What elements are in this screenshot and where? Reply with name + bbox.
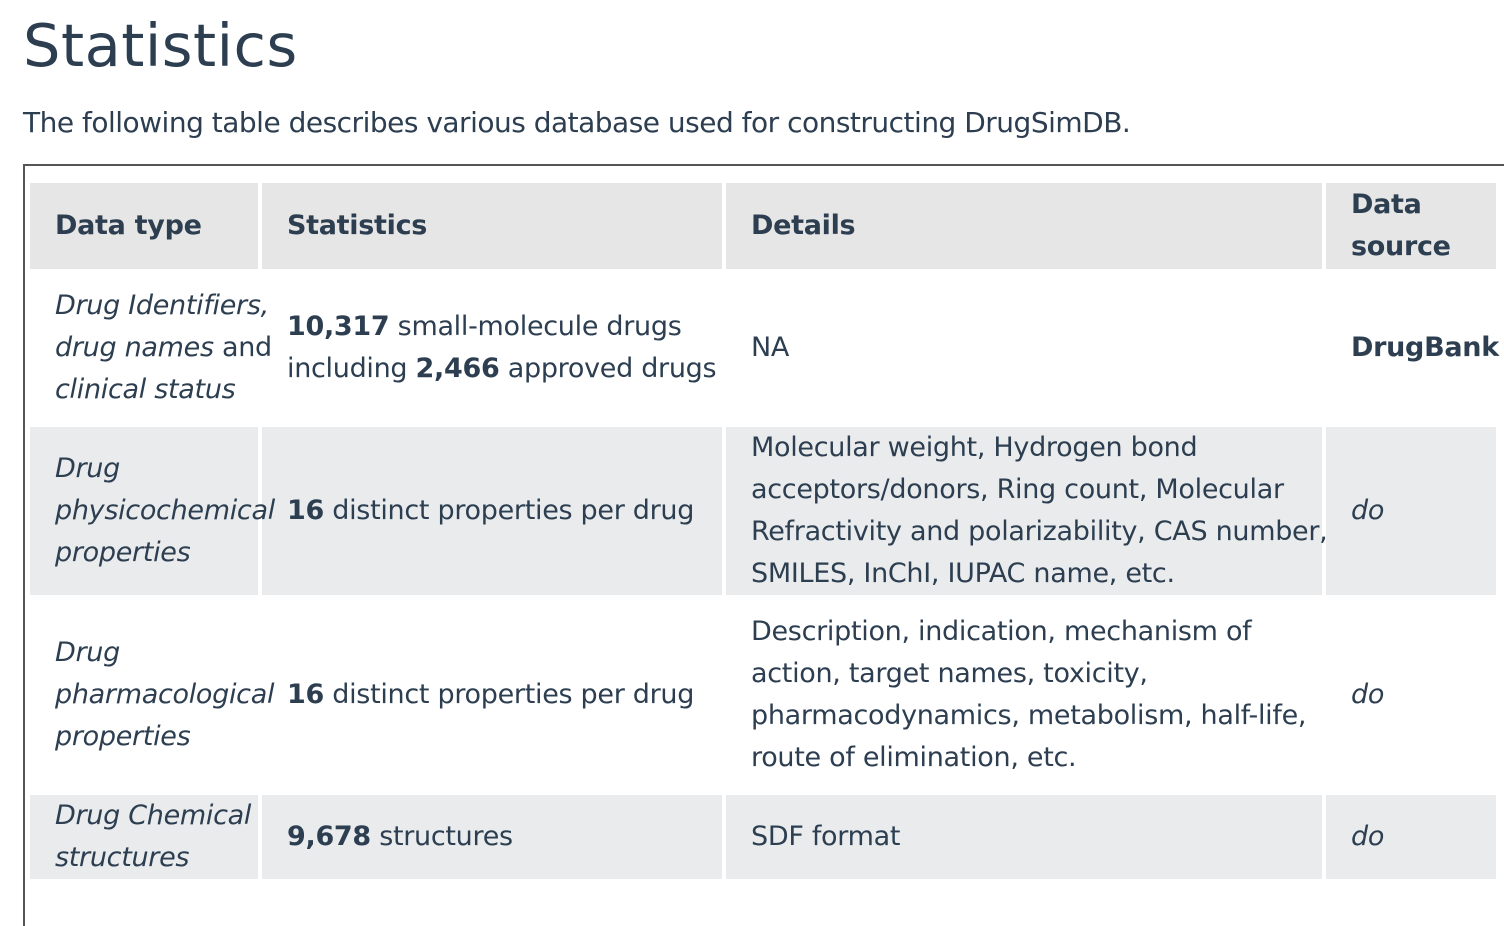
header-data-type: Data type	[30, 179, 258, 269]
table-row: Drug Chemical structures 9,678 structure…	[30, 795, 1496, 879]
cell-details: Description, indication, mechanism of ac…	[726, 595, 1322, 795]
table-row: Drug physicochemical properties 16 disti…	[30, 427, 1496, 595]
header-statistics: Statistics	[262, 179, 722, 269]
cell-details: NA	[726, 269, 1322, 427]
cell-details: Molecular weight, Hydrogen bond acceptor…	[726, 427, 1328, 595]
cell-data-type: Drug Chemical structures	[30, 795, 258, 879]
cell-data-source: do	[1326, 595, 1496, 795]
table-row: Drug Identifiers, drug names and clinica…	[30, 269, 1499, 427]
cell-data-type: Drug pharmacological properties	[30, 595, 274, 795]
cell-data-type: Drug physicochemical properties	[30, 427, 275, 595]
table-header-row: Data type Statistics Details Data source	[30, 179, 1496, 269]
statistics-table: Data type Statistics Details Data source …	[26, 179, 1500, 879]
cell-details: SDF format	[726, 795, 1322, 879]
cell-statistics: 10,317 small-molecule drugs including 2,…	[262, 269, 722, 427]
cell-statistics: 16 distinct properties per drug	[262, 595, 722, 795]
cell-data-type: Drug Identifiers, drug names and clinica…	[30, 269, 272, 427]
cell-statistics: 9,678 structures	[262, 795, 722, 879]
cell-data-source: do	[1326, 795, 1496, 879]
cell-statistics: 16 distinct properties per drug	[262, 427, 722, 595]
cell-data-source: do	[1326, 427, 1496, 595]
page-title: Statistics	[23, 11, 298, 80]
header-data-source: Data source	[1326, 179, 1496, 269]
page-intro: The following table describes various da…	[23, 106, 1131, 139]
header-details: Details	[726, 179, 1322, 269]
table-row: Drug pharmacological properties 16 disti…	[30, 595, 1496, 795]
cell-data-source: DrugBank	[1326, 269, 1499, 427]
